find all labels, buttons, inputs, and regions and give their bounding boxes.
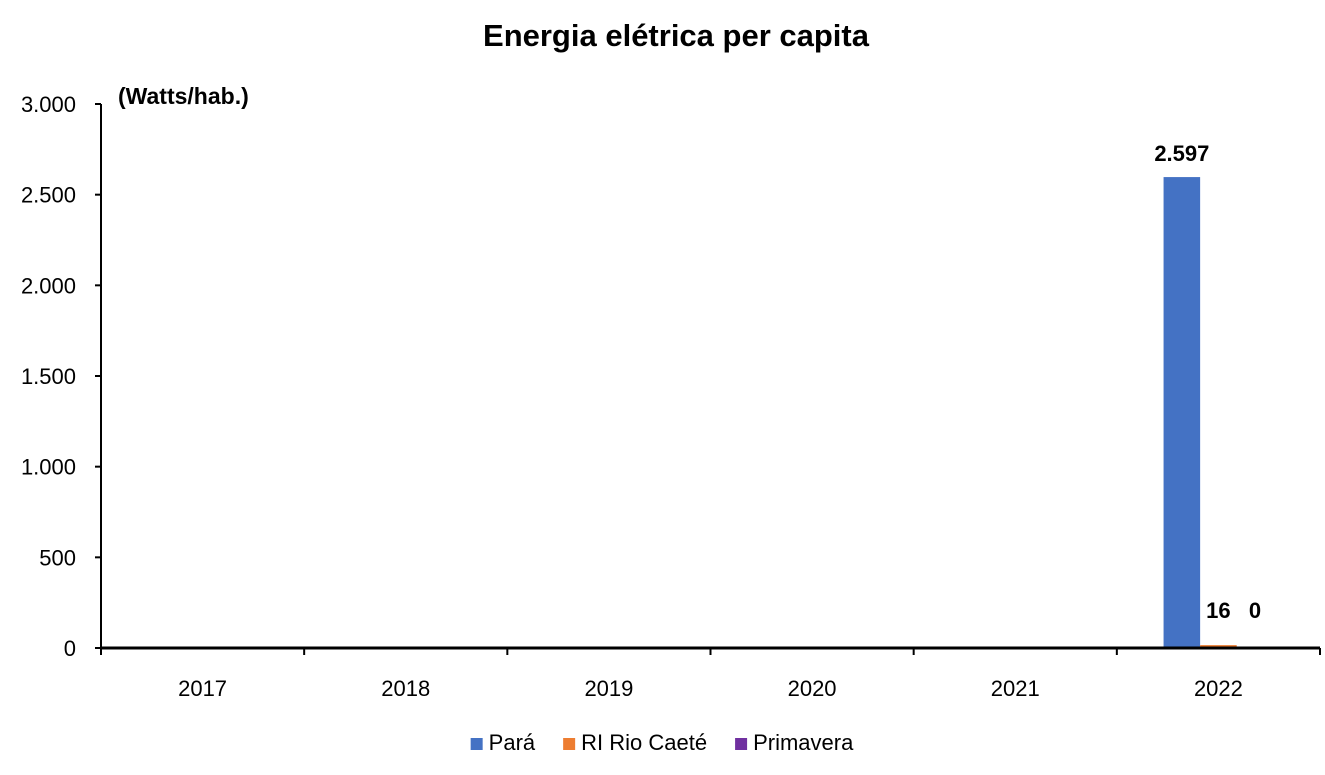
legend-label: RI Rio Caeté xyxy=(581,730,707,755)
data-label: 2.597 xyxy=(1154,141,1209,166)
y-tick-label: 0 xyxy=(64,636,76,661)
y-axis: 0 500 1.000 1.500 2.000 2.500 3.000 xyxy=(21,92,102,661)
x-axis: 2017 2018 2019 2020 2021 2022 xyxy=(100,646,1321,701)
y-tick-label: 500 xyxy=(39,545,76,570)
x-tick-label: 2022 xyxy=(1194,676,1243,701)
bar-par--2022 xyxy=(1163,177,1201,648)
data-label: 0 xyxy=(1249,598,1261,623)
legend-swatch xyxy=(563,738,576,750)
x-tick-label: 2017 xyxy=(178,676,227,701)
y-tick-label: 2.000 xyxy=(21,273,76,298)
y-tick-label: 1.500 xyxy=(21,364,76,389)
legend-label: Pará xyxy=(489,730,536,755)
y-tick-label: 2.500 xyxy=(21,183,76,208)
data-label: 16 xyxy=(1206,598,1230,623)
x-tick-label: 2019 xyxy=(584,676,633,701)
y-tick-label: 1.000 xyxy=(21,455,76,480)
bars xyxy=(1163,177,1237,648)
chart-title: Energia elétrica per capita xyxy=(483,18,870,53)
legend-swatch xyxy=(470,738,483,750)
y-unit-label: (Watts/hab.) xyxy=(118,83,249,109)
x-tick-label: 2021 xyxy=(991,676,1040,701)
legend-swatch xyxy=(735,738,748,750)
legend-label: Primavera xyxy=(753,730,854,755)
data-labels: 2.597 16 0 xyxy=(1154,141,1261,623)
x-tick-label: 2020 xyxy=(788,676,837,701)
legend: Pará RI Rio Caeté Primavera xyxy=(470,730,854,755)
x-tick-label: 2018 xyxy=(381,676,430,701)
y-tick-label: 3.000 xyxy=(21,92,76,117)
